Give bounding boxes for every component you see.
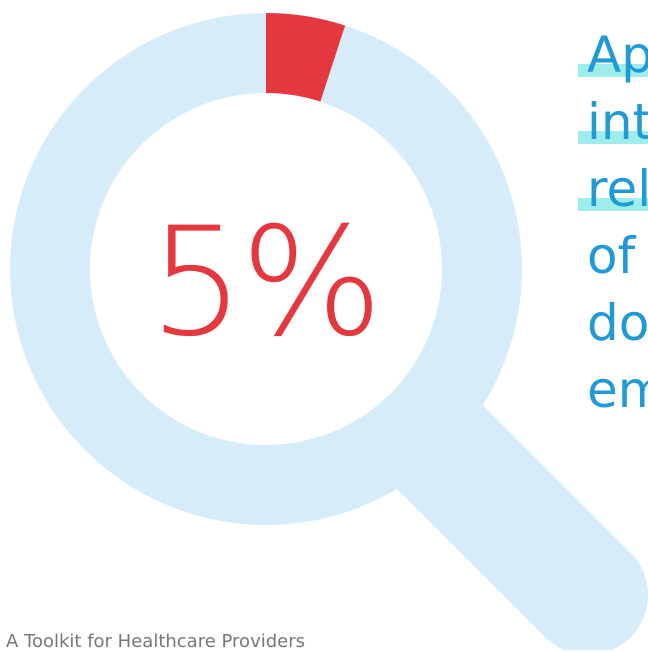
side-text-line: int xyxy=(578,89,648,156)
side-text-line: do xyxy=(587,294,648,352)
magnifier-handle-bar xyxy=(375,382,648,650)
progress-ring-segment xyxy=(266,13,346,102)
side-text-line: of xyxy=(587,227,636,285)
center-percentage: 5% xyxy=(149,196,379,370)
footer-text: A Toolkit for Healthcare Providers xyxy=(6,631,305,652)
side-text-line: em xyxy=(587,361,648,419)
side-text-line: Ap xyxy=(578,22,648,89)
side-text-line: rel xyxy=(578,156,648,223)
magnifier-handle xyxy=(375,382,648,650)
side-text-block: Ap int rel of do em xyxy=(578,22,648,424)
